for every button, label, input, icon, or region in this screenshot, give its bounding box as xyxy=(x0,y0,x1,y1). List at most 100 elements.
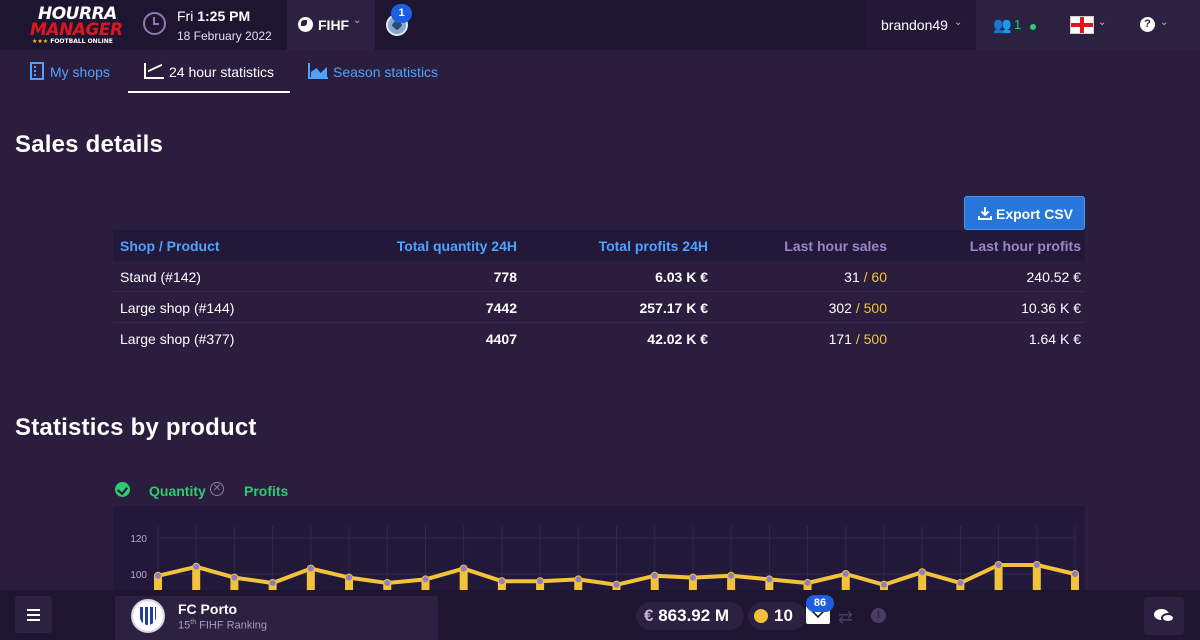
column-header[interactable]: Last hour sales xyxy=(784,238,887,254)
data-point xyxy=(192,562,201,571)
menu-line xyxy=(27,609,40,611)
club-card[interactable]: FC Porto 15th FIHF Ranking xyxy=(115,596,438,640)
hamburger-menu-button[interactable] xyxy=(15,596,52,633)
column-header[interactable]: Total quantity 24H xyxy=(396,238,517,254)
data-point xyxy=(268,579,277,587)
club-crest-icon xyxy=(131,599,165,633)
data-point xyxy=(1071,570,1079,578)
bar xyxy=(727,575,736,590)
user-menu[interactable]: brandon49 ⌄ xyxy=(866,0,976,50)
legend-profits[interactable]: Profits xyxy=(244,483,289,499)
notification-badge: 1 xyxy=(391,4,412,23)
last-hour-profits: 240.52 € xyxy=(1026,269,1082,285)
data-point xyxy=(650,571,659,580)
money-balance[interactable]: € 863.92 M xyxy=(636,602,744,630)
check-circle-icon[interactable] xyxy=(115,482,130,497)
data-point xyxy=(727,571,736,580)
tab-24-hour-statistics[interactable]: 24 hour statistics xyxy=(128,50,290,93)
bar xyxy=(192,566,201,590)
bar xyxy=(688,577,697,590)
data-point xyxy=(345,573,354,582)
help-menu[interactable]: ? ⌄ xyxy=(1122,0,1200,50)
download-icon xyxy=(978,207,992,220)
federation-selector[interactable]: FIHF ⌄ xyxy=(287,0,375,50)
last-hour-sales: 171 / 500 xyxy=(828,331,887,347)
legend-quantity[interactable]: Quantity xyxy=(149,483,206,499)
column-header[interactable]: Shop / Product xyxy=(120,238,220,254)
data-point xyxy=(918,568,927,577)
table-row: Large shop (#144) 7442 257.17 K € 302 / … xyxy=(113,292,1085,323)
product-chart: 120 100 xyxy=(113,506,1085,590)
table-header: Shop / Product Total quantity 24H Total … xyxy=(113,230,1085,261)
area-chart-icon xyxy=(308,63,328,79)
data-point xyxy=(306,564,315,573)
last-hour-sales: 302 / 500 xyxy=(828,300,887,316)
column-header[interactable]: Last hour profits xyxy=(969,238,1081,254)
bar xyxy=(650,575,659,590)
menu-line xyxy=(27,614,40,616)
bar xyxy=(918,572,927,590)
tab-my-shops[interactable]: My shops xyxy=(30,50,128,93)
table-row: Large shop (#377) 4407 42.02 K € 171 / 5… xyxy=(113,323,1085,354)
friends-button[interactable]: 👥 1 xyxy=(976,0,1052,50)
shop-name: Large shop (#144) xyxy=(120,300,235,316)
chat-bubble-icon xyxy=(1161,613,1175,623)
bar xyxy=(536,581,545,590)
total-profits: 6.03 K € xyxy=(655,269,708,285)
data-point xyxy=(421,575,430,584)
bar xyxy=(765,579,774,590)
bar xyxy=(154,575,162,590)
export-csv-button[interactable]: Export CSV xyxy=(964,196,1085,230)
friends-online-count: 1 xyxy=(1014,17,1022,32)
club-ranking: 15th FIHF Ranking xyxy=(178,619,268,632)
y-tick-label: 120 xyxy=(130,534,147,545)
money-label: € 863.92 M xyxy=(644,606,730,625)
data-point xyxy=(459,564,468,573)
last-hour-sales: 31 / 60 xyxy=(844,269,887,285)
data-point xyxy=(994,561,1003,569)
column-header[interactable]: Total profits 24H xyxy=(598,238,708,254)
clock-icon xyxy=(143,12,166,35)
globe-icon xyxy=(298,17,313,32)
chevron-down-icon: ⌄ xyxy=(1160,17,1169,28)
table-row: Stand (#142) 778 6.03 K € 31 / 60 240.52… xyxy=(113,261,1085,292)
chevron-down-icon: ⌄ xyxy=(954,17,963,28)
data-point xyxy=(536,577,545,586)
users-icon: 👥 xyxy=(993,17,1012,34)
logo-line1: HOURRA xyxy=(38,4,117,24)
menu-line xyxy=(27,619,40,621)
total-profits: 257.17 K € xyxy=(639,300,709,316)
hourra-manager-logo[interactable]: HOURRA MANAGER ★★★ FOOTBALL ONLINE xyxy=(30,5,128,45)
mail-count-badge: 86 xyxy=(806,595,834,612)
bar xyxy=(306,568,315,590)
data-point xyxy=(803,579,812,587)
total-quantity: 7442 xyxy=(485,300,517,316)
transfer-icon[interactable]: ⇄ xyxy=(838,607,854,627)
bar xyxy=(1032,565,1041,590)
data-point xyxy=(956,579,965,587)
coins-balance[interactable]: 10 xyxy=(748,602,806,630)
data-point xyxy=(765,575,774,584)
building-icon xyxy=(30,62,44,80)
chat-button[interactable] xyxy=(1144,597,1184,635)
coin-icon xyxy=(754,609,768,623)
tab-season-statistics[interactable]: Season statistics xyxy=(290,50,460,93)
bar xyxy=(1071,574,1079,590)
data-point xyxy=(612,580,621,589)
data-point xyxy=(574,575,583,584)
total-quantity: 778 xyxy=(493,269,517,285)
bar xyxy=(841,574,850,590)
club-name: FC Porto xyxy=(178,601,238,617)
federation-name: FIHF xyxy=(318,17,350,33)
tab-label: My shops xyxy=(50,64,110,80)
language-selector[interactable]: ⌄ xyxy=(1052,0,1122,50)
logo-line2: MANAGER xyxy=(30,20,123,40)
username: brandon49 xyxy=(881,17,948,33)
total-quantity: 4407 xyxy=(485,331,517,347)
coins-label: 10 xyxy=(774,606,793,625)
alert-icon[interactable]: ! xyxy=(871,608,886,623)
data-point xyxy=(688,573,697,582)
current-date: 18 February 2022 xyxy=(177,29,272,43)
close-circle-icon[interactable]: ✕ xyxy=(210,482,224,496)
last-hour-profits: 10.36 K € xyxy=(1021,300,1081,316)
